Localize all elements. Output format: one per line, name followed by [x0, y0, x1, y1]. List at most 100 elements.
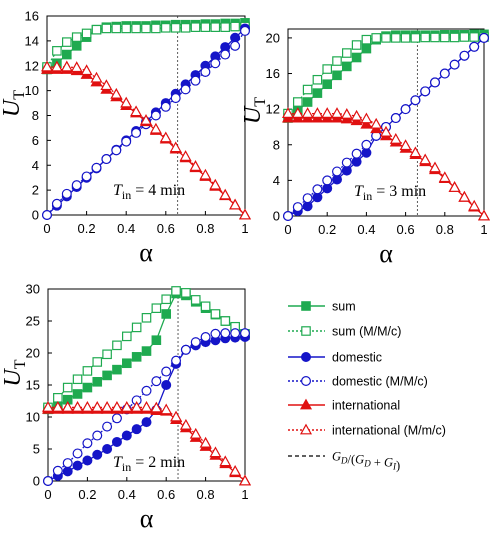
legend-marker	[299, 423, 313, 435]
x-tick-label: 0.6	[397, 222, 415, 237]
data-point	[151, 376, 162, 387]
data-point	[53, 393, 63, 403]
x-tick-label: 0.8	[196, 221, 214, 236]
data-point	[332, 56, 342, 66]
y-tick-label: 20	[266, 30, 280, 45]
data-point	[210, 58, 221, 69]
data-point	[161, 309, 171, 319]
data-point	[361, 34, 372, 45]
data-point	[179, 418, 192, 430]
data-point	[430, 32, 440, 43]
data-point	[238, 208, 252, 220]
legend-label: sum (M/M/c)	[332, 325, 401, 339]
data-point	[449, 59, 460, 70]
data-point	[340, 108, 353, 119]
y-tick-label: 0	[32, 208, 39, 223]
data-point	[210, 328, 221, 339]
data-point	[199, 436, 212, 448]
data-point	[40, 60, 54, 72]
y-tick-label: 12	[266, 102, 280, 117]
data-point	[391, 33, 401, 43]
data-point	[311, 107, 324, 118]
data-point	[477, 209, 491, 221]
data-point	[61, 49, 72, 60]
data-point	[92, 430, 103, 441]
data-point	[80, 64, 93, 76]
data-point	[399, 139, 412, 151]
data-point	[151, 303, 162, 313]
data-point	[379, 125, 393, 137]
x-tick-label: 0	[43, 221, 50, 236]
data-point	[41, 210, 52, 221]
data-point	[180, 23, 191, 33]
series-sum_mmc	[42, 21, 250, 72]
data-point	[121, 358, 132, 369]
data-point	[102, 370, 112, 381]
data-point	[60, 60, 73, 72]
data-point	[360, 117, 373, 129]
data-point	[151, 335, 162, 345]
data-point	[71, 32, 82, 42]
data-point	[312, 184, 323, 195]
data-point	[190, 75, 201, 86]
data-point	[72, 448, 83, 459]
legend-item-sum_mmc: sum (M/M/c)	[288, 325, 401, 339]
x-tick-label: 0.4	[357, 222, 375, 237]
y-tick-label: 25	[26, 314, 40, 329]
data-point	[120, 400, 133, 412]
data-point	[150, 401, 163, 413]
data-point	[330, 107, 344, 118]
legend-marker	[301, 376, 312, 387]
data-point	[220, 328, 231, 339]
data-point	[161, 366, 172, 377]
y-tick-label: 0	[33, 474, 40, 489]
y-tick-label: 16	[25, 9, 39, 24]
legend-marker	[301, 326, 311, 336]
data-point	[52, 465, 63, 476]
data-point	[70, 61, 83, 73]
data-point	[292, 202, 303, 213]
legend-item-ratio: GD/(GD + GI)	[288, 450, 400, 473]
x-tick-label: 0	[284, 222, 291, 237]
data-point	[171, 355, 182, 366]
legend-label: GD/(GD + GI)	[332, 450, 400, 473]
data-point	[240, 328, 251, 339]
data-point	[448, 181, 461, 192]
y-tick-label: 20	[26, 346, 40, 361]
data-point	[91, 24, 102, 35]
x-tick-label: 0.2	[318, 222, 336, 237]
data-point	[131, 127, 142, 138]
data-point	[230, 32, 241, 43]
legend: sum sum (M/M/c) domestic domestic (M/M/c) in…	[288, 300, 446, 473]
data-point	[81, 28, 92, 39]
y-tick-label: 0	[273, 209, 280, 224]
data-point	[71, 400, 84, 412]
data-point	[283, 211, 294, 222]
y-axis-label: UT	[240, 97, 269, 124]
data-point	[130, 105, 143, 117]
data-point	[71, 41, 82, 51]
data-point	[110, 87, 123, 99]
y-tick-label: 2	[32, 183, 39, 198]
data-point	[322, 64, 332, 74]
data-point	[240, 25, 251, 36]
data-point	[302, 84, 313, 95]
y-tick-label: 8	[32, 108, 39, 123]
x-tick-label: 0.8	[197, 487, 215, 502]
data-point	[420, 86, 431, 97]
data-point	[141, 417, 152, 428]
data-point	[92, 357, 103, 367]
data-point	[229, 198, 242, 210]
data-point	[291, 107, 304, 118]
data-point	[71, 180, 82, 191]
data-point	[92, 449, 103, 460]
data-point	[141, 346, 152, 356]
data-point	[149, 122, 162, 134]
legend-item-sum: sum	[288, 300, 356, 314]
data-point	[200, 22, 211, 32]
data-point	[150, 110, 161, 121]
x-tick-label: 0.4	[117, 221, 135, 236]
data-point	[220, 22, 230, 32]
y-tick-label: 12	[25, 58, 39, 73]
